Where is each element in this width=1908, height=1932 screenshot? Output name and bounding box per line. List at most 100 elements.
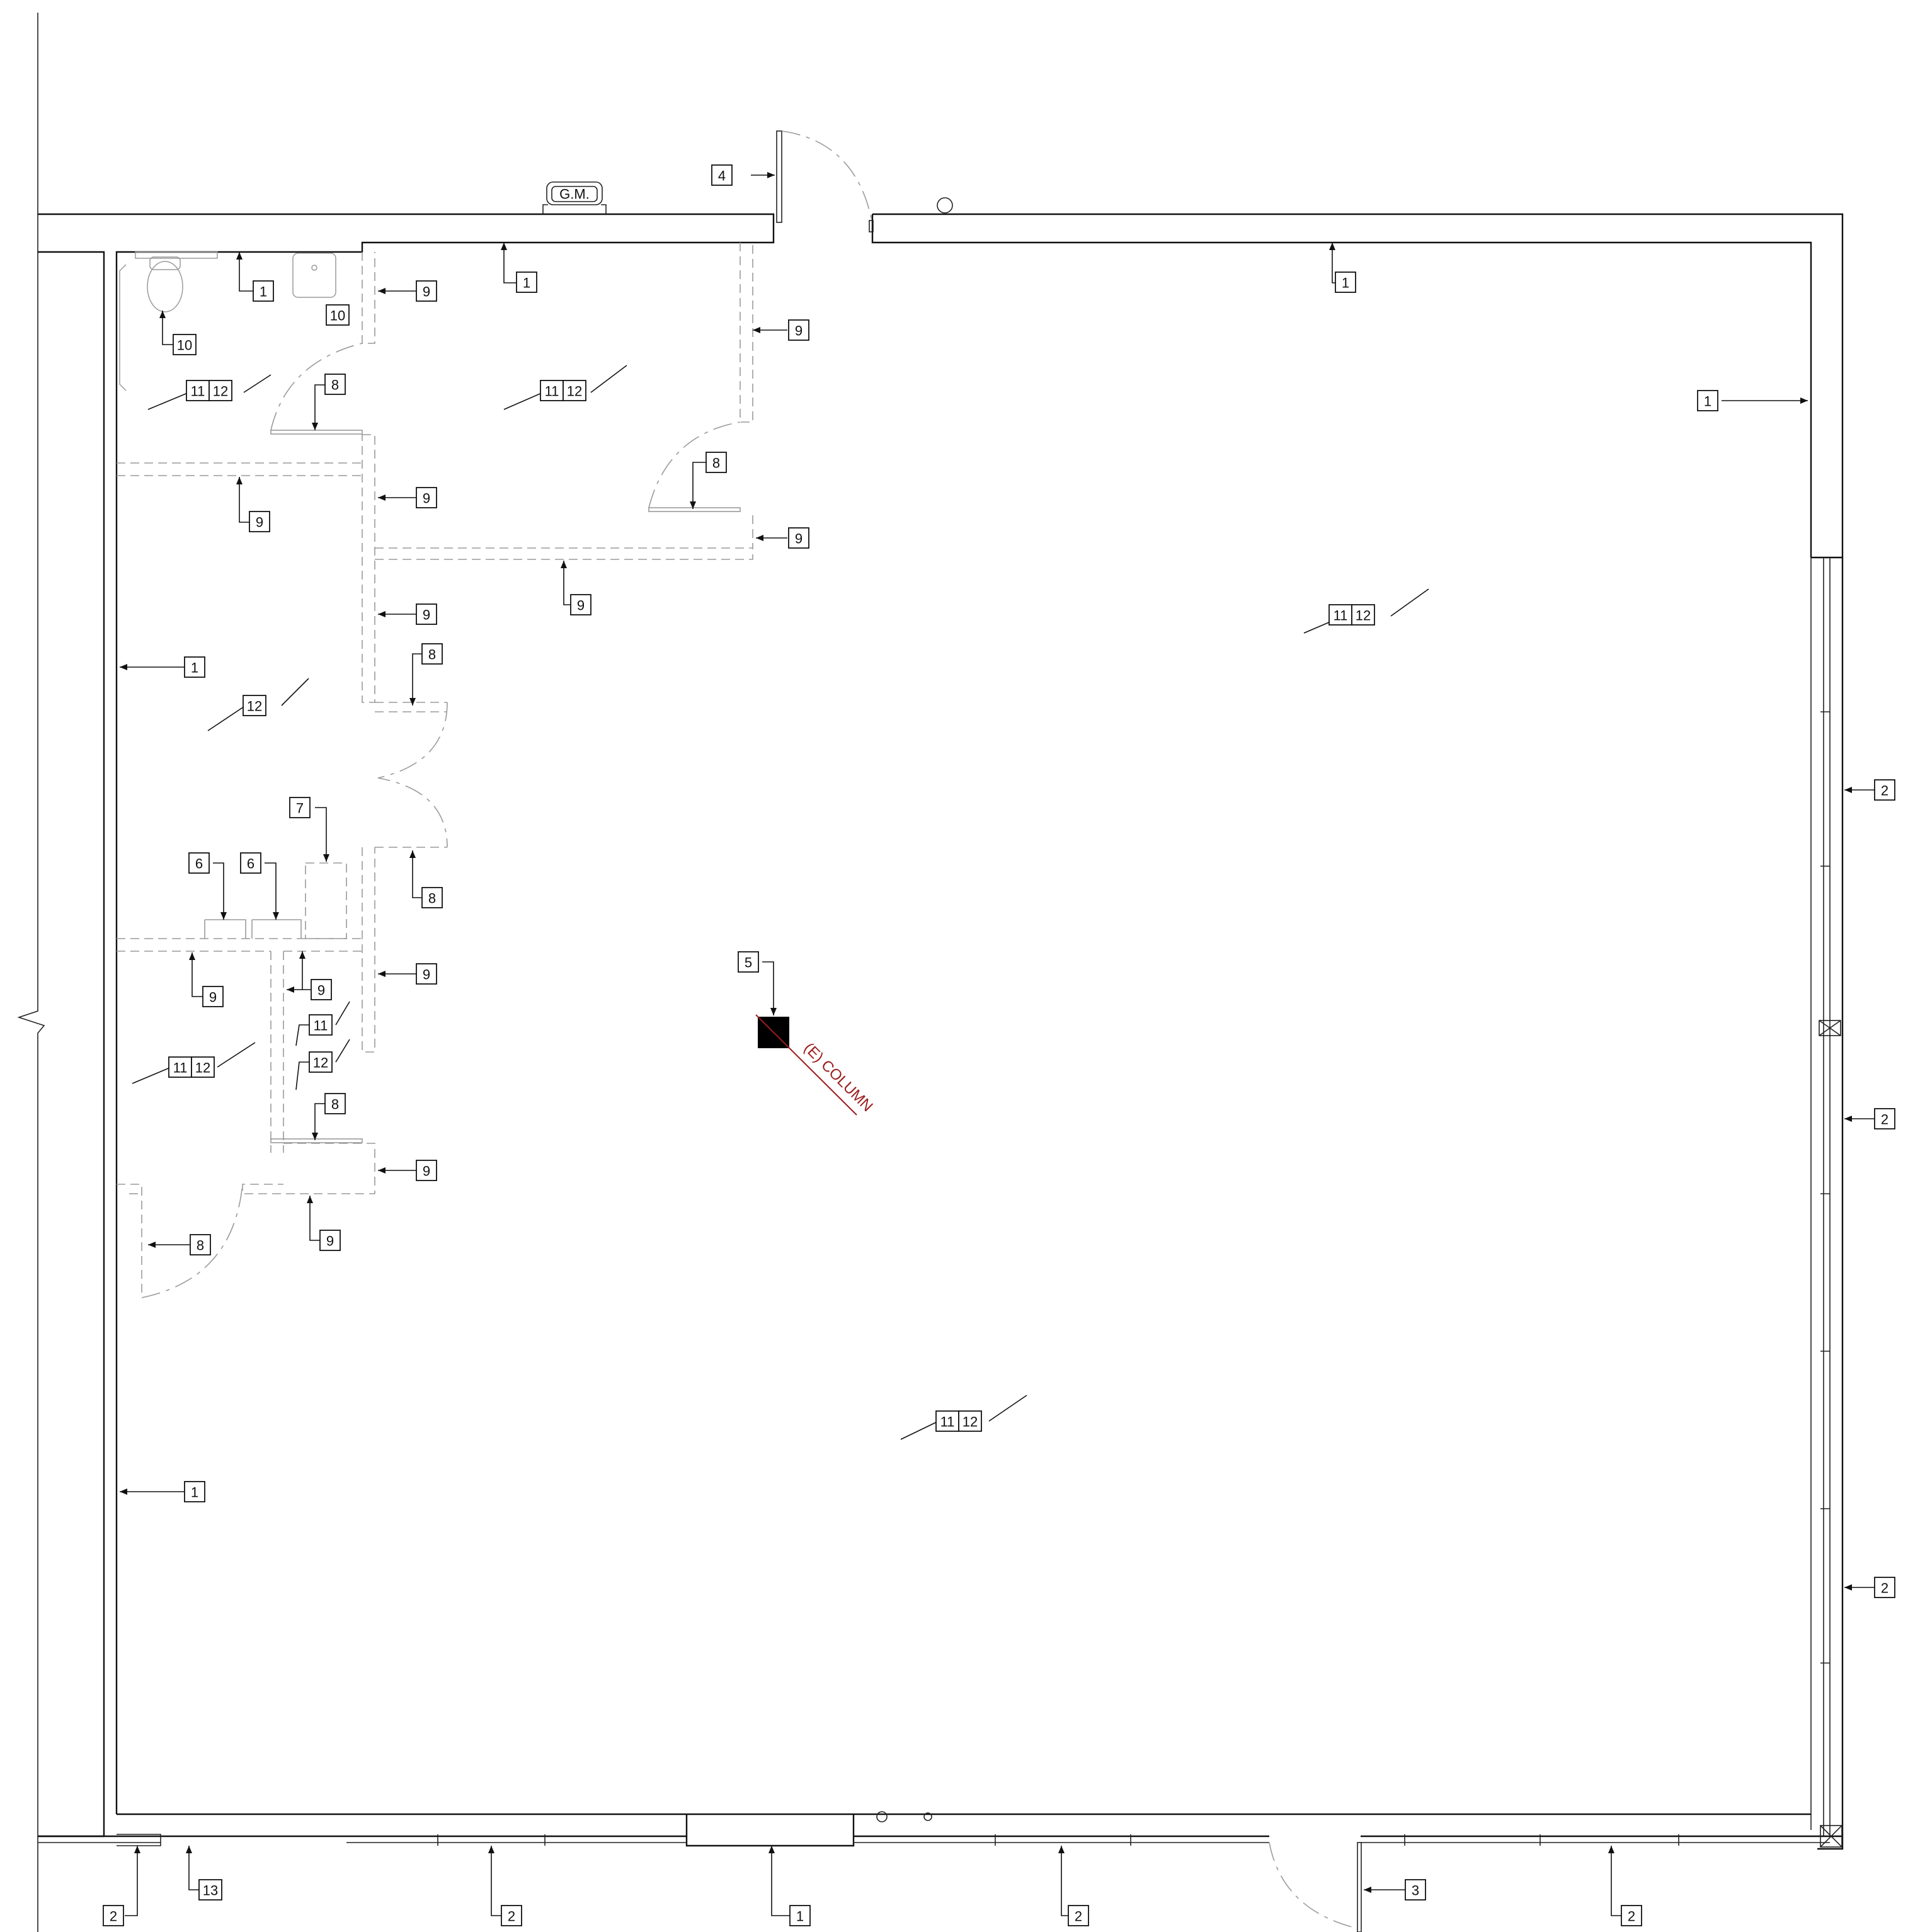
keynote-tag-7: 7	[289, 797, 311, 818]
keynote-tag-box	[1874, 1577, 1895, 1598]
keynote-tag-number: 2	[508, 1909, 515, 1924]
keynote-tag-6a: 6	[188, 852, 210, 874]
keynote-tag-10b: 10	[326, 304, 350, 326]
keynote-tag-box	[190, 1234, 211, 1255]
keynote-tag-number: 6	[195, 856, 203, 872]
keynote-tag-box	[202, 986, 224, 1007]
keynote-tag-box	[540, 380, 564, 401]
keynote-tag-box	[198, 1879, 222, 1901]
keynote-tag-number: 12	[313, 1055, 328, 1071]
keynote-tag-8d: 8	[421, 887, 443, 908]
keynote-tag-box	[324, 1093, 346, 1114]
keynote-tag-number: 11	[545, 384, 559, 399]
keynote-tag-number: 1	[1704, 394, 1711, 409]
keynote-tag-number: 12	[1356, 608, 1371, 624]
keynote-tag-8e: 8	[324, 1093, 346, 1114]
keynote-tag-box	[935, 1410, 959, 1432]
keynote-tag-box	[184, 656, 205, 678]
keynote-tag-number: 11	[173, 1060, 188, 1076]
keynote-tag-9g: 9	[416, 603, 437, 625]
keynote-tag-box	[243, 695, 266, 716]
keynote-tag-box	[958, 1410, 982, 1432]
keynote-tag-9i: 9	[202, 986, 224, 1007]
keynote-tag-2e: 2	[501, 1905, 522, 1926]
keynote-tag-box	[1874, 779, 1895, 801]
keynote-tag-box	[1068, 1905, 1089, 1926]
keynote-tag-number: 4	[718, 168, 726, 184]
keynote-tag-1g: 1	[789, 1905, 811, 1926]
keynote-tag-2f: 2	[1068, 1905, 1089, 1926]
keynote-tag-number: 9	[317, 983, 325, 998]
keynote-tag-box	[319, 1230, 341, 1251]
keynote-tag-number: 2	[1075, 1909, 1082, 1924]
keynote-tag-box	[1697, 390, 1718, 411]
column-label: (E) COLUMN	[801, 1039, 876, 1115]
keynote-tag-number: 9	[209, 990, 217, 1005]
gas-meter-label: G.M.	[559, 186, 590, 202]
keynote-tag-box	[1405, 1879, 1426, 1901]
keynote-tag-box	[1328, 604, 1352, 626]
keynote-tag-9l: 9	[319, 1230, 341, 1251]
keynote-tag-number: 10	[330, 308, 345, 324]
keynote-tag-11a: 11	[309, 1014, 333, 1036]
keynote-tag-number: 8	[197, 1238, 204, 1254]
demolition-partitions	[117, 243, 753, 1298]
keynote-tag-9f: 9	[570, 594, 591, 615]
keynote-tag-number: 8	[428, 647, 436, 663]
keynote-tag-box	[240, 852, 261, 874]
keynote-tag-box	[209, 380, 232, 401]
keynote-tag-number: 12	[247, 699, 262, 714]
keynote-tag-box	[416, 487, 437, 508]
keynote-tag-box	[311, 979, 332, 1000]
keynote-tag-box	[309, 1014, 333, 1036]
keynote-tag-box	[168, 1056, 192, 1078]
keynote-tag-2d: 2	[103, 1905, 124, 1926]
keynote-tag-number: 2	[1881, 1112, 1888, 1128]
keynote-tag-number: 8	[428, 891, 436, 906]
keynote-tag-box	[738, 951, 759, 973]
keynote-tag-8f: 8	[190, 1234, 211, 1255]
keynote-tag-number: 13	[203, 1883, 218, 1899]
keynote-tag-1b: 1	[516, 272, 537, 293]
keynote-tag-box	[788, 319, 809, 341]
keynote-tag-1a: 1	[253, 280, 274, 302]
keynote-tag-box	[326, 304, 350, 326]
keynote-tag-box	[1335, 272, 1356, 293]
keynote-tag-box	[789, 1905, 811, 1926]
entry-door-bottom	[1269, 1842, 1362, 1932]
keynote-tag-box	[421, 643, 443, 665]
keynote-tag-number: 1	[523, 275, 530, 291]
keynote-tag-1c: 1	[1335, 272, 1356, 293]
keynote-tag-box	[788, 527, 809, 549]
keynote-tag-box	[501, 1905, 522, 1926]
keynote-tag-number: 9	[326, 1233, 334, 1249]
keynote-tag-box	[186, 380, 210, 401]
keynote-tag-number: 1	[1342, 275, 1349, 291]
keynote-tag-2b: 2	[1874, 1108, 1895, 1129]
keynote-tag-9k: 9	[416, 1160, 437, 1181]
keynote-tag-number: 9	[795, 323, 803, 339]
keynote-tag-2c: 2	[1874, 1577, 1895, 1598]
keynote-tag-box	[421, 887, 443, 908]
keynote-tag-box	[711, 164, 733, 186]
keynote-tag-1e: 1	[184, 656, 205, 678]
keynote-tag-number: 11	[1334, 608, 1348, 624]
keynote-tag-8b: 8	[706, 452, 727, 473]
keynote-tag-number: 9	[795, 531, 803, 547]
keynote-tag-number: 9	[577, 598, 585, 614]
keynote-tag-13: 13	[198, 1879, 222, 1901]
keynote-tag-box	[103, 1905, 124, 1926]
keynote-tag-box	[309, 1051, 333, 1073]
keynote-tag-number: 2	[1881, 1580, 1888, 1596]
keynote-tag-box	[173, 334, 197, 355]
keynote-tag-1112e: 11 12	[935, 1410, 982, 1432]
keynote-tag-box	[253, 280, 274, 302]
keynote-tag-number: 1	[260, 284, 267, 300]
keynote-tag-box	[188, 852, 210, 874]
keynote-leaders	[120, 172, 1877, 1916]
keynote-tag-number: 8	[331, 377, 339, 393]
keynote-tag-number: 2	[1881, 783, 1888, 799]
keynote-tag-box	[416, 1160, 437, 1181]
keynote-tag-12b: 12	[309, 1051, 333, 1073]
